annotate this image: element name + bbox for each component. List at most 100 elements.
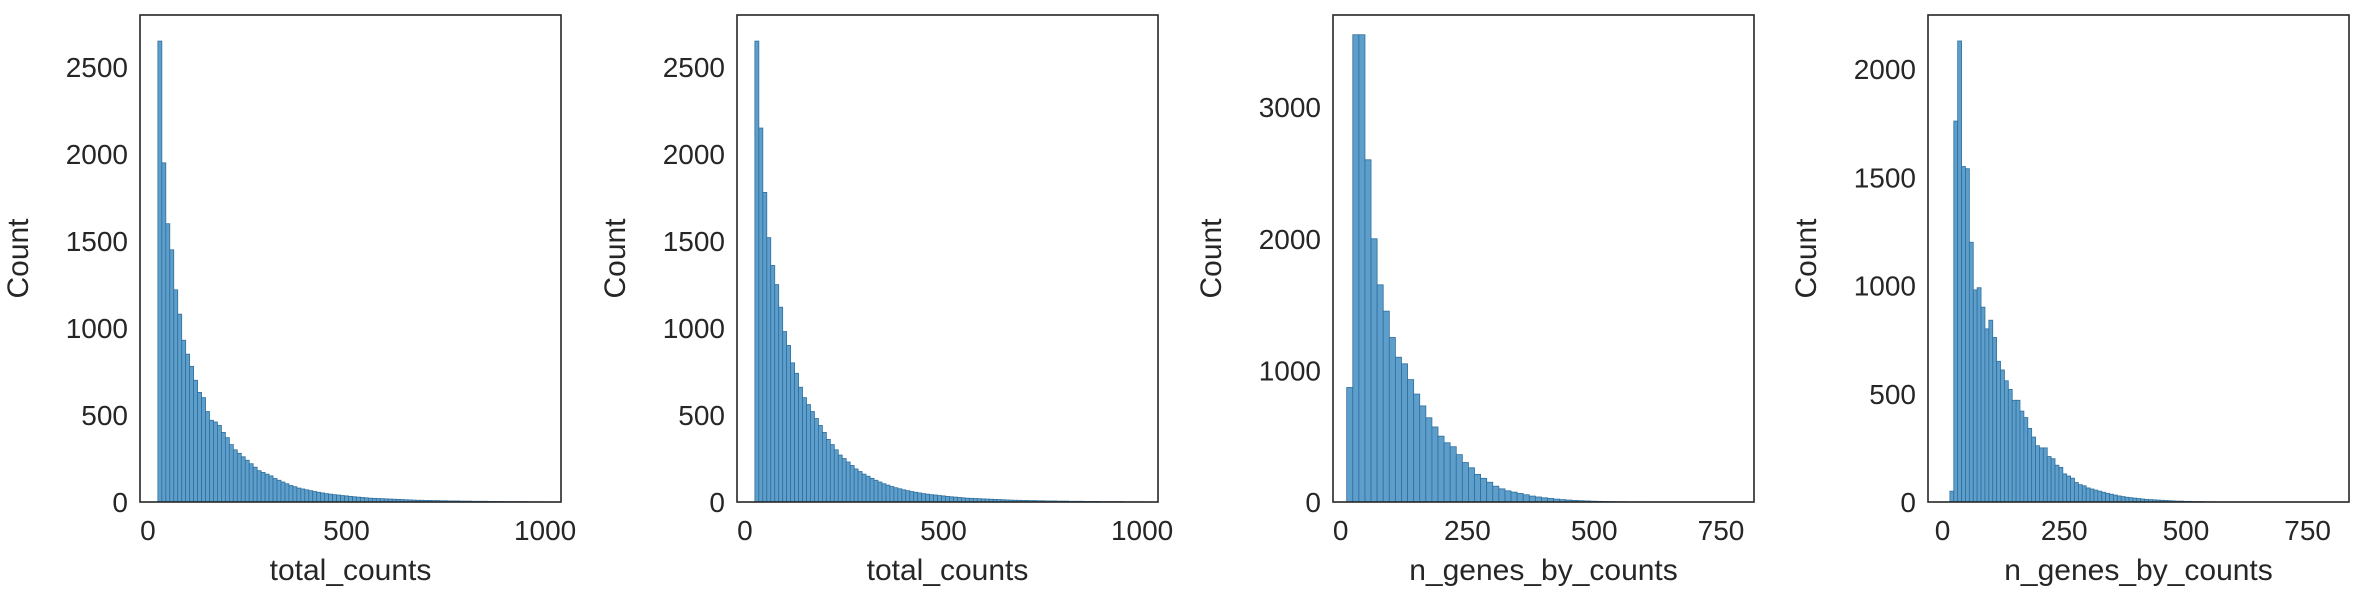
histogram-bar xyxy=(201,397,206,503)
histogram-bar xyxy=(917,492,923,503)
histogram-panel-1: 0 500 1000 0 500 1000 1500 2000 2500 total_counts… xyxy=(2,14,576,587)
histogram-bar xyxy=(248,463,254,503)
histogram-bar xyxy=(1510,491,1518,503)
x-tick-label: 500 xyxy=(323,515,370,546)
histogram-bar xyxy=(181,339,187,503)
histogram-panel-4: 0 250 500 750 0 500 1000 1500 2000 n_genes_by_cou… xyxy=(1790,14,2350,587)
histogram-bar xyxy=(889,486,895,503)
histogram-bar xyxy=(244,459,250,503)
histogram-bar xyxy=(240,456,246,503)
y-tick-label: 2500 xyxy=(66,52,128,83)
histogram-bar xyxy=(2058,466,2064,503)
histogram-bar xyxy=(332,494,337,503)
histogram-bar xyxy=(193,379,198,503)
histogram-bar xyxy=(236,452,242,503)
x-tick-label: 0 xyxy=(140,515,156,546)
histogram-bar xyxy=(221,432,226,503)
histogram-bar xyxy=(2015,399,2021,503)
histogram-bar xyxy=(1949,490,1955,503)
y-axis-label: Count xyxy=(1195,218,1228,299)
histogram-bar xyxy=(2054,464,2060,503)
x-tick-label: 0 xyxy=(1935,515,1951,546)
histogram-bar xyxy=(1370,238,1378,503)
x-tick-label: 250 xyxy=(2041,515,2088,546)
histogram-bar xyxy=(762,192,768,503)
y-tick-label: 0 xyxy=(709,487,725,518)
histogram-bar xyxy=(885,484,891,503)
histogram-bar xyxy=(1461,462,1469,503)
histogram-bar xyxy=(933,494,938,503)
histogram-bar xyxy=(1992,337,1998,503)
histogram-bar xyxy=(300,488,306,503)
histogram-bar xyxy=(340,495,345,503)
histogram-bar xyxy=(841,458,847,503)
x-axis-label: n_genes_by_counts xyxy=(1409,554,1678,587)
histogram-bar xyxy=(292,486,298,503)
histogram-bar xyxy=(288,485,294,503)
y-axis-label: Count xyxy=(2,218,35,299)
histogram-bar xyxy=(758,127,764,503)
plot-frame xyxy=(1927,14,2350,503)
histogram-panel-3: 0 250 500 750 0 1000 2000 3000 n_genes_by_counts… xyxy=(1195,14,1755,587)
y-tick-label: 500 xyxy=(1869,379,1916,410)
histogram-bar xyxy=(2070,477,2075,503)
histogram-bar xyxy=(798,386,803,503)
histogram-bar xyxy=(328,493,334,503)
histogram-bar xyxy=(921,493,927,503)
histogram-bar xyxy=(157,40,163,503)
histogram-bar xyxy=(2027,428,2033,503)
histogram-bar xyxy=(2050,458,2056,503)
histogram-bar xyxy=(1486,481,1494,503)
histogram-bar xyxy=(1401,363,1408,503)
y-tick-label: 2000 xyxy=(1259,224,1321,255)
histogram-bar xyxy=(296,487,302,503)
histogram-bar xyxy=(189,365,195,503)
histogram-bar xyxy=(2046,456,2052,503)
histogram-bar xyxy=(790,362,795,503)
y-tick-label: 2000 xyxy=(1854,54,1916,85)
x-tick-label: 500 xyxy=(1571,515,1618,546)
histogram-bar xyxy=(1419,405,1427,503)
histogram-bar xyxy=(2035,445,2040,503)
bars xyxy=(1949,40,2216,503)
y-axis-label: Count xyxy=(599,218,632,299)
histogram-bar xyxy=(2007,389,2013,503)
histogram-bar xyxy=(2042,447,2048,503)
histogram-bar xyxy=(2004,380,2009,503)
histogram-bar xyxy=(794,372,799,503)
histogram-bar xyxy=(1468,467,1475,503)
histogram-bar xyxy=(2113,494,2118,503)
histogram-bar xyxy=(1352,34,1360,503)
histogram-bar xyxy=(845,461,851,503)
histogram-panel-2: 0 500 1000 0 500 1000 1500 2000 2500 total_counts… xyxy=(599,14,1173,587)
histogram-bar xyxy=(2066,475,2072,503)
histogram-bar xyxy=(1492,485,1500,503)
x-tick-label: 500 xyxy=(920,515,967,546)
histogram-bar xyxy=(901,489,907,503)
histogram-bar xyxy=(2120,496,2126,503)
x-tick-label: 500 xyxy=(2163,515,2210,546)
y-tick-label: 1000 xyxy=(66,313,128,344)
histogram-bar xyxy=(1346,387,1354,503)
histogram-bar xyxy=(1961,166,1966,503)
histogram-bar xyxy=(165,223,171,503)
histogram-bar xyxy=(1976,287,1982,503)
histogram-bar xyxy=(268,475,274,503)
histogram-bar xyxy=(2011,399,2017,503)
histogram-bar xyxy=(802,397,807,503)
histogram-bar xyxy=(929,494,934,503)
histogram-bar xyxy=(905,490,911,503)
histogram-bar xyxy=(232,449,238,503)
y-tick-label: 1500 xyxy=(663,226,725,257)
histogram-bar xyxy=(2097,490,2103,503)
histogram-bar xyxy=(324,493,330,503)
y-tick-label: 1000 xyxy=(663,313,725,344)
histogram-bar xyxy=(177,313,183,503)
y-tick-label: 1000 xyxy=(1259,355,1321,386)
histogram-bar xyxy=(228,444,234,503)
histogram-bar xyxy=(853,468,859,503)
histogram-bar xyxy=(280,481,286,503)
histogram-bar xyxy=(224,437,230,503)
histogram-bar xyxy=(1957,40,1962,503)
histogram-bar xyxy=(1968,241,1974,503)
